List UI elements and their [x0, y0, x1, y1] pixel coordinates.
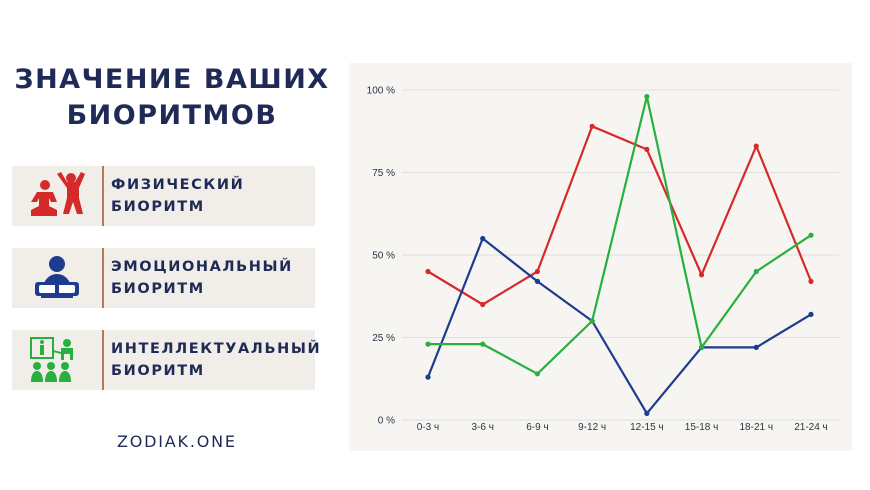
biorhythm-chart-panel: 0 % 25 % 50 % 75 % 100 % 0-3 ч 3-6 ч 6-9 ч 9-12 … — [349, 63, 852, 451]
title-line-1: ЗНАЧЕНИЕ ВАШИХ — [14, 64, 330, 95]
legend-separator — [102, 166, 104, 226]
legend-item-emotional: ЭМОЦИОНАЛЬНЫЙ БИОРИТМ — [12, 248, 315, 308]
x-tick-label: 15-18 ч — [685, 422, 719, 433]
legend-item-physical: ФИЗИЧЕСКИЙ БИОРИТМ — [12, 166, 315, 226]
series-1-point — [753, 344, 759, 350]
physical-biorhythm-icon — [12, 166, 102, 226]
series-0-point — [425, 268, 431, 275]
series-0-point — [589, 123, 595, 129]
series-0-point — [753, 143, 759, 149]
brand-label: ZODIAK.ONE — [117, 432, 237, 451]
series-1-point — [644, 410, 650, 416]
series-line-1 — [426, 237, 812, 415]
legend-label-emotional: ЭМОЦИОНАЛЬНЫЙ БИОРИТМ — [111, 256, 321, 300]
series-1-point — [534, 278, 541, 284]
y-tick-label: 50 % — [372, 251, 395, 262]
legend-separator — [102, 248, 104, 308]
legend-label-emotional-line2: БИОРИТМ — [111, 281, 205, 297]
series-0-point — [698, 272, 705, 278]
page-title: ЗНАЧЕНИЕ ВАШИХ БИОРИТМОВ — [12, 62, 332, 134]
legend-label-physical-line2: БИОРИТМ — [111, 199, 205, 215]
series-0-point — [644, 146, 650, 152]
series-2-point — [480, 341, 486, 347]
series-2-point — [753, 268, 759, 275]
x-tick-label: 18-21 ч — [739, 422, 773, 433]
legend-label-physical-line1: ФИЗИЧЕСКИЙ — [111, 177, 245, 193]
series-2-point — [698, 344, 705, 350]
series-1-point — [808, 311, 814, 317]
x-tick-label: 0-3 ч — [417, 422, 439, 433]
series-2-point — [589, 318, 595, 324]
y-tick-label: 25 % — [372, 333, 395, 344]
title-line-2: БИОРИТМОВ — [66, 100, 278, 131]
series-line-2 — [428, 95, 812, 375]
series-2-point — [534, 371, 541, 377]
y-tick-label: 75 % — [372, 168, 395, 179]
intellectual-biorhythm-icon — [12, 330, 102, 390]
series-2-point — [425, 341, 431, 347]
series-1-point — [425, 374, 431, 380]
legend-label-intellectual-line2: БИОРИТМ — [111, 363, 205, 379]
series-0-point — [480, 301, 486, 308]
series-0-point — [534, 268, 541, 275]
emotional-biorhythm-icon — [12, 248, 102, 308]
legend-separator — [102, 330, 104, 390]
legend-label-intellectual: ИНТЕЛЛЕКТУАЛЬНЫЙ БИОРИТМ — [111, 338, 321, 382]
series-line-0 — [427, 125, 813, 306]
x-tick-label: 12-15 ч — [630, 422, 664, 433]
legend-label-emotional-line1: ЭМОЦИОНАЛЬНЫЙ — [111, 259, 293, 275]
series-0-point — [808, 278, 814, 284]
series-1-point — [480, 235, 486, 242]
series-2-point — [644, 94, 650, 100]
y-tick-label: 100 % — [367, 86, 395, 97]
x-tick-label: 6-9 ч — [526, 422, 548, 433]
x-tick-label: 21-24 ч — [794, 422, 828, 433]
series-2-point — [808, 232, 814, 238]
legend-label-intellectual-line1: ИНТЕЛЛЕКТУАЛЬНЫЙ — [111, 341, 322, 357]
y-tick-label: 0 % — [378, 416, 395, 427]
legend-label-physical: ФИЗИЧЕСКИЙ БИОРИТМ — [111, 174, 321, 218]
legend-item-intellectual: ИНТЕЛЛЕКТУАЛЬНЫЙ БИОРИТМ — [12, 330, 320, 390]
x-tick-label: 9-12 ч — [578, 422, 606, 433]
x-tick-label: 3-6 ч — [471, 422, 493, 433]
biorhythm-line-chart: 0 % 25 % 50 % 75 % 100 % 0-3 ч 3-6 ч 6-9 ч 9-12 … — [367, 86, 839, 433]
